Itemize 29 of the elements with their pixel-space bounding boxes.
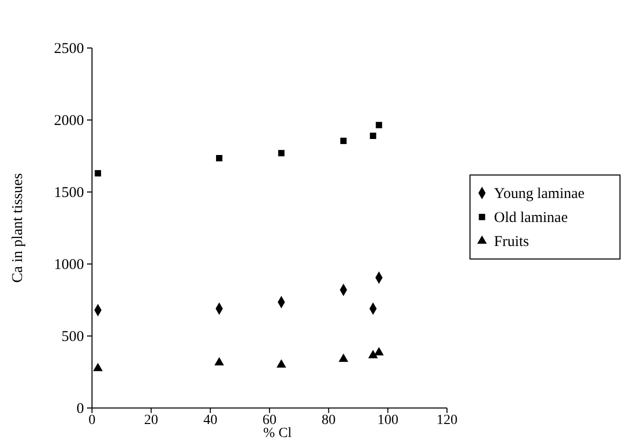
- point: [278, 150, 284, 156]
- x-tick-label: 60: [262, 413, 276, 428]
- legend-label: Young laminae: [494, 186, 585, 202]
- x-tick-label: 0: [88, 413, 96, 428]
- y-tick-label: 2000: [54, 113, 84, 129]
- y-tick-label: 1000: [54, 257, 84, 273]
- point: [276, 359, 286, 368]
- x-tick-label: 40: [203, 413, 218, 428]
- point: [214, 357, 224, 366]
- point: [93, 362, 103, 372]
- point: [370, 132, 376, 140]
- y-tick-label: 1500: [54, 185, 84, 201]
- x-tick-label: 120: [436, 413, 458, 428]
- y-tick-label: 0: [76, 401, 84, 417]
- y-tick-label: 2500: [54, 41, 84, 57]
- x-axis-title: % Cl: [263, 426, 292, 438]
- x-tick-label: 20: [144, 413, 158, 428]
- point: [376, 122, 382, 128]
- point: [338, 353, 348, 362]
- x-tick-label: 100: [377, 413, 398, 428]
- y-tick-label: 500: [62, 329, 84, 345]
- y-axis-title: Ca in plant tissues: [10, 173, 26, 283]
- point: [374, 347, 384, 356]
- point: [216, 155, 222, 162]
- legend-label: Fruits: [494, 234, 530, 250]
- legend-label: Old laminae: [494, 210, 568, 226]
- x-tick-label: 80: [322, 413, 336, 428]
- point: [94, 170, 102, 176]
- point: [340, 138, 347, 144]
